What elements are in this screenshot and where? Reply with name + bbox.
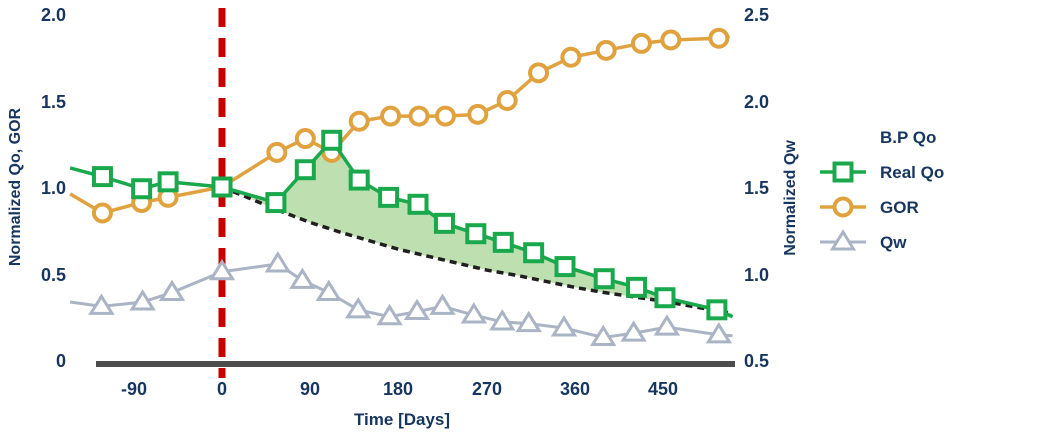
circle-marker xyxy=(408,105,430,127)
circle-marker xyxy=(630,32,652,54)
triangle-marker xyxy=(429,293,456,315)
y-axis-right-title: Normalized Qw xyxy=(782,140,799,256)
y-left-tick-0: 0 xyxy=(56,351,66,371)
x-tick-0: -90 xyxy=(121,379,147,399)
circle-marker xyxy=(434,105,456,127)
square-marker xyxy=(157,171,179,193)
x-axis-title: Time [Days] xyxy=(354,410,450,429)
square-marker xyxy=(433,212,455,234)
y-left-tick-1: 0.5 xyxy=(41,265,66,285)
circle-marker xyxy=(708,27,730,49)
square-marker xyxy=(523,242,545,264)
circle-marker xyxy=(528,62,550,84)
x-axis-ticks: -90 0 90 180 270 360 450 xyxy=(121,379,678,399)
y-axis-right-ticks: 0.5 1.0 1.5 2.0 2.5 xyxy=(744,5,769,371)
y-right-tick-0: 0.5 xyxy=(744,351,769,371)
circle-marker xyxy=(496,90,518,111)
legend-marker-qw xyxy=(820,229,866,251)
square-marker xyxy=(465,223,487,245)
x-tick-6: 450 xyxy=(648,379,678,399)
circle-marker xyxy=(294,128,316,150)
plot-layer xyxy=(69,8,735,378)
square-marker xyxy=(265,192,287,214)
legend-triangle-icon xyxy=(829,229,857,251)
square-marker xyxy=(378,186,400,208)
x-tick-1: 0 xyxy=(217,379,227,399)
triangle-marker xyxy=(158,279,186,302)
legend-label-bp-qo: B.P Qo xyxy=(880,128,936,147)
circle-marker xyxy=(380,105,402,127)
x-tick-2: 90 xyxy=(300,379,320,399)
triangle-marker xyxy=(345,296,372,319)
y-right-tick-1: 1.0 xyxy=(744,265,769,285)
y-left-tick-4: 2.0 xyxy=(41,5,66,25)
y-right-tick-2: 1.5 xyxy=(744,178,769,198)
square-marker xyxy=(407,193,429,215)
series-qw xyxy=(69,251,733,347)
legend: B.P Qo Real Qo GOR Qw xyxy=(820,128,944,252)
triangle-marker xyxy=(208,258,236,281)
legend-label-gor: GOR xyxy=(880,198,919,217)
circle-marker xyxy=(560,46,582,68)
x-tick-4: 270 xyxy=(472,379,502,399)
y-axis-left-ticks: 0 0.5 1.0 1.5 2.0 xyxy=(41,5,66,371)
circle-marker xyxy=(467,103,489,125)
triangle-marker xyxy=(705,322,733,344)
triangle-marker xyxy=(590,324,617,347)
triangle-marker xyxy=(403,298,431,321)
square-marker xyxy=(211,176,233,198)
square-marker xyxy=(492,231,514,253)
series-gor xyxy=(69,27,730,224)
triangle-marker xyxy=(620,320,647,342)
square-marker xyxy=(654,287,676,309)
square-marker xyxy=(91,166,113,188)
y-right-tick-3: 2.0 xyxy=(744,92,769,112)
circle-marker xyxy=(266,141,288,163)
square-marker xyxy=(554,256,576,278)
y-axis-left-title: Normalized Qo, GOR xyxy=(7,107,24,266)
x-tick-5: 360 xyxy=(560,379,590,399)
y-right-tick-4: 2.5 xyxy=(744,5,769,25)
triangle-marker xyxy=(88,293,115,315)
legend-label-qw: Qw xyxy=(880,233,907,252)
legend-label-real-qo: Real Qo xyxy=(880,163,944,182)
triangle-marker xyxy=(376,303,403,326)
square-marker xyxy=(593,268,615,290)
legend-square-icon xyxy=(832,161,854,183)
square-marker xyxy=(348,169,370,191)
circle-marker xyxy=(660,29,682,51)
circle-marker xyxy=(595,39,617,61)
square-marker xyxy=(131,178,153,200)
circle-marker xyxy=(91,202,113,224)
triangle-marker xyxy=(653,314,681,336)
triangle-marker xyxy=(515,310,542,333)
y-left-tick-3: 1.5 xyxy=(41,92,66,112)
square-marker xyxy=(321,129,343,151)
triangle-marker xyxy=(129,289,156,311)
legend-marker-gor xyxy=(820,196,866,218)
x-tick-3: 180 xyxy=(383,379,413,399)
legend-marker-real-qo xyxy=(820,161,866,183)
triangle-marker xyxy=(550,315,578,337)
y-left-tick-2: 1.0 xyxy=(41,178,66,198)
series-real-qo xyxy=(69,129,734,321)
triangle-marker xyxy=(289,267,316,289)
square-marker xyxy=(626,276,648,298)
triangle-marker xyxy=(489,309,516,331)
legend-circle-icon xyxy=(832,196,854,218)
circle-marker xyxy=(348,110,370,132)
triangle-marker xyxy=(315,279,343,302)
triangle-marker xyxy=(264,251,292,273)
triangle-marker xyxy=(460,302,488,324)
square-marker xyxy=(294,159,316,181)
square-marker xyxy=(706,299,728,321)
